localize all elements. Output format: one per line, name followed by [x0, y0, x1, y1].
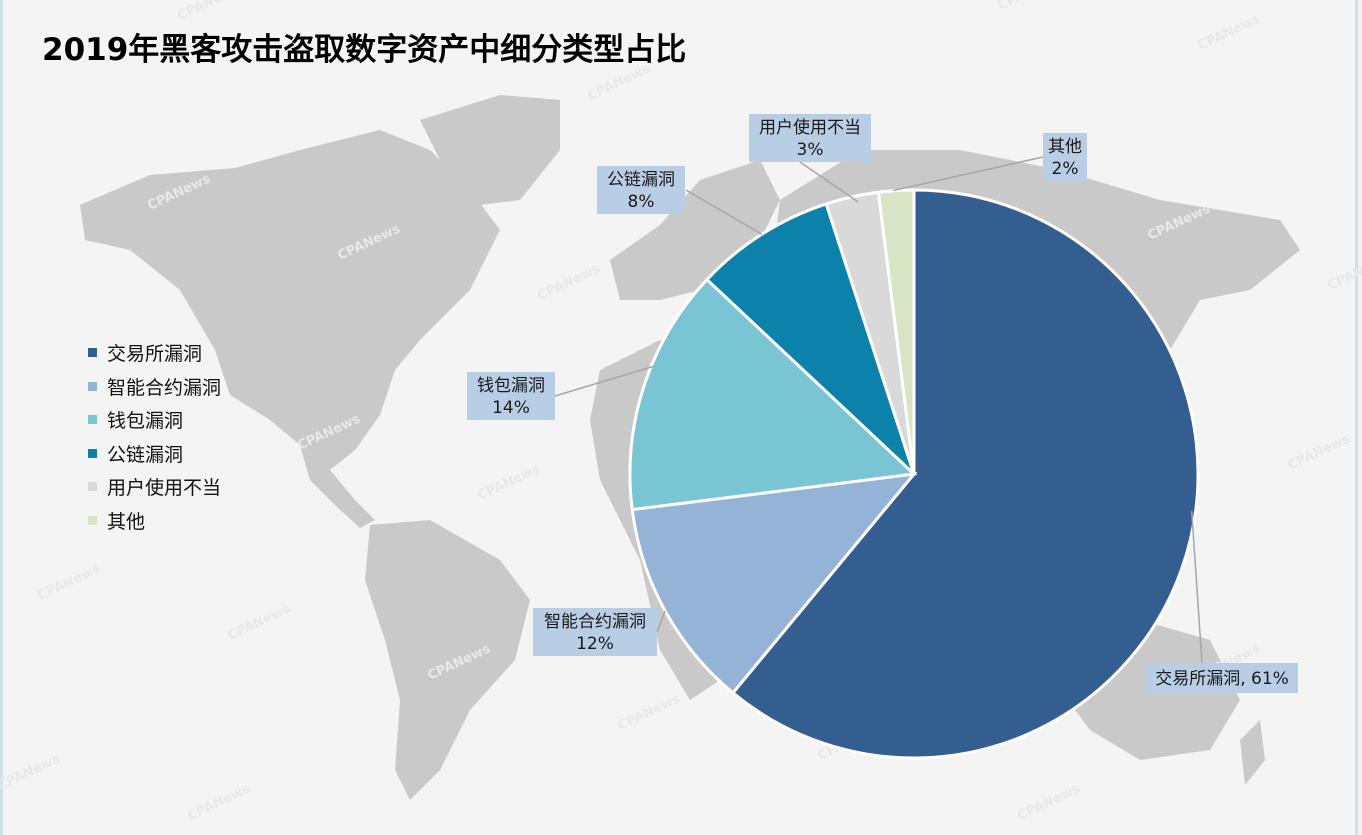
- watermark-text: CPANews: [225, 601, 293, 643]
- data-label-box-5: [1043, 133, 1087, 181]
- data-label-name-2: 钱包漏洞: [477, 376, 545, 396]
- legend-item-1: 智能合约漏洞: [88, 370, 221, 404]
- leader-line-1: [656, 610, 666, 633]
- chart-title: 2019年黑客攻击盗取数字资产中细分类型占比: [42, 32, 687, 68]
- data-label-name-4: 用户使用不当: [759, 117, 861, 138]
- leader-lines: [554, 156, 1203, 664]
- data-label-value-1: 12%: [576, 634, 614, 654]
- legend-label: 钱包漏洞: [107, 410, 184, 433]
- leader-line-3: [685, 189, 763, 235]
- legend-label: 用户使用不当: [107, 477, 222, 500]
- data-label-box-1: [533, 608, 657, 656]
- watermark-text: CPANews: [1195, 11, 1263, 53]
- legend-item-3: 公链漏洞: [88, 437, 221, 471]
- watermark-text: CPANews: [475, 461, 543, 503]
- data-label-value-4: 3%: [797, 140, 824, 160]
- data-label-value-5: 2%: [1052, 159, 1079, 179]
- legend-label: 智能合约漏洞: [107, 376, 222, 399]
- pie-chart: [628, 188, 1200, 760]
- data-label-box-3: [597, 166, 685, 214]
- data-label-name-1: 智能合约漏洞: [544, 612, 646, 632]
- watermark-text: CPANews: [1285, 431, 1353, 473]
- legend-swatch: [88, 482, 97, 492]
- leader-line-2: [554, 365, 655, 397]
- data-label-box-4: [749, 114, 871, 162]
- watermark-text: CPANews: [1015, 781, 1083, 823]
- watermark-text: CPANews: [35, 561, 103, 603]
- legend-swatch: [88, 381, 97, 391]
- watermark-text: CPANews: [535, 261, 603, 303]
- leader-line-4: [799, 161, 859, 203]
- legend-label: 公链漏洞: [107, 443, 184, 466]
- watermark-text: CPANews: [185, 781, 253, 823]
- watermark-text: CPANews: [1325, 251, 1362, 293]
- leader-line-5: [893, 156, 1044, 192]
- data-label-0: 交易所漏洞, 61%: [1155, 669, 1289, 689]
- data-label-value-2: 14%: [492, 398, 530, 418]
- data-label-box-2: [467, 372, 555, 420]
- data-label-name-3: 公链漏洞: [607, 170, 675, 190]
- data-label-box-0: [1146, 663, 1298, 693]
- legend-item-5: 其他: [88, 504, 221, 538]
- pie-slice-3: [704, 202, 916, 476]
- pie-slice-2: [628, 277, 918, 512]
- legend-swatch: [88, 348, 97, 358]
- legend-swatch: [88, 448, 97, 458]
- watermark-text: CPANews: [175, 0, 243, 24]
- legend-label: 交易所漏洞: [107, 343, 203, 366]
- legend-swatch: [88, 515, 97, 525]
- data-label-value-3: 8%: [628, 192, 655, 212]
- leader-line-0: [1190, 511, 1203, 664]
- legend-label: 其他: [107, 510, 146, 533]
- watermark-text: CPANews: [615, 691, 683, 733]
- watermark-text: CPANews: [995, 0, 1063, 14]
- legend: 交易所漏洞智能合约漏洞 钱包漏洞公链漏洞用户使用不当 其他: [88, 336, 221, 537]
- pie-slice-0: [730, 188, 1200, 760]
- data-label-name-5: 其他: [1048, 137, 1082, 157]
- legend-swatch: [88, 415, 97, 425]
- legend-item-0: 交易所漏洞: [88, 336, 221, 370]
- watermark-text: CPANews: [0, 751, 63, 793]
- legend-item-2: 钱包漏洞: [88, 403, 221, 437]
- legend-item-4: 用户使用不当: [88, 470, 221, 504]
